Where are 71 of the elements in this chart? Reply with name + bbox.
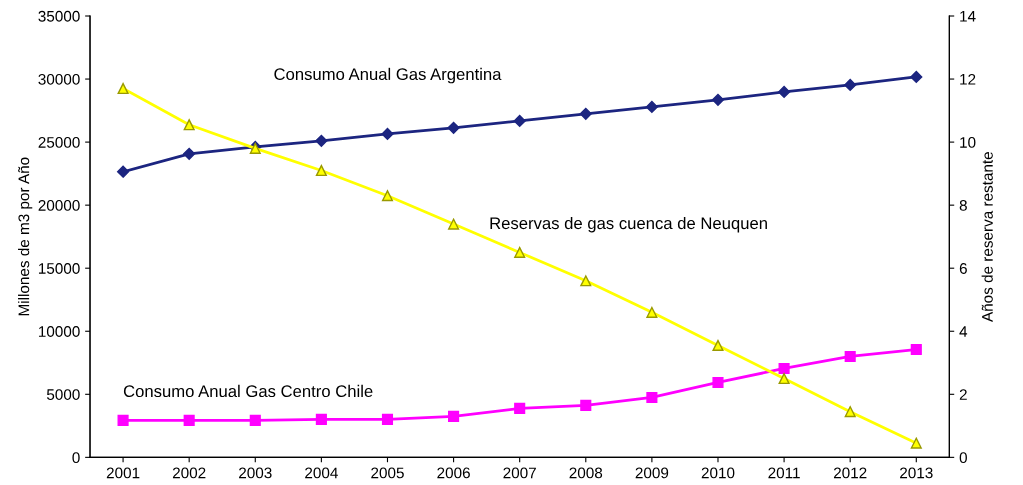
point — [183, 414, 195, 426]
point — [579, 107, 592, 120]
x-tick-label: 2008 — [569, 467, 603, 479]
series-label: Consumo Anual Gas Centro Chile — [123, 384, 373, 398]
y-axis-title: Millones de m3 por Año — [18, 157, 33, 316]
point — [712, 339, 724, 351]
point — [778, 372, 790, 385]
point — [183, 147, 196, 160]
x-tick-label: 2002 — [172, 467, 206, 479]
point — [315, 134, 328, 147]
point — [513, 114, 526, 128]
point — [249, 414, 261, 426]
x-tick-label: 2012 — [833, 467, 867, 479]
x-tick-label: 2010 — [701, 467, 735, 479]
text: Consumo Anual Gas Argentina — [274, 67, 502, 84]
y2-tick-label: 14 — [960, 11, 976, 22]
point — [448, 218, 460, 230]
point — [844, 78, 857, 92]
point — [844, 406, 856, 418]
point — [711, 93, 725, 106]
x-tick-label: 2001 — [106, 467, 140, 479]
point — [116, 165, 130, 178]
point — [315, 164, 327, 177]
point — [910, 437, 922, 449]
y2-axis-title: Años de reserva restante — [981, 152, 993, 322]
series-label: Reservas de gas cuenca de Neuquen — [490, 216, 767, 233]
y-tick-label: 30000 — [38, 73, 80, 85]
point — [381, 413, 394, 425]
x-tick-label: 2011 — [768, 467, 800, 479]
point — [381, 127, 394, 141]
point — [778, 362, 790, 375]
x-tick-label: 2005 — [371, 467, 404, 479]
y2-tick-label: 0 — [959, 452, 967, 464]
point — [910, 343, 922, 356]
point — [777, 85, 791, 99]
point — [117, 82, 129, 95]
y-tick-label: 5000 — [46, 389, 80, 400]
point — [117, 414, 129, 426]
point — [580, 399, 592, 411]
x-tick-label: 2013 — [900, 467, 933, 479]
y-tick-label: 15000 — [38, 263, 80, 274]
point — [646, 306, 658, 318]
x-tick-label: 2004 — [305, 467, 338, 479]
y-tick-label: 20000 — [38, 200, 80, 211]
x-tick-label: 2007 — [503, 467, 536, 479]
point — [910, 70, 923, 84]
y-tick-label: 35000 — [38, 10, 80, 22]
y2-tick-label: 6 — [959, 263, 967, 274]
point — [514, 402, 526, 414]
x-tick-label: 2003 — [239, 467, 272, 479]
y-tick-label: 25000 — [38, 136, 80, 148]
y-tick-label: 0 — [72, 452, 80, 464]
point — [183, 119, 195, 131]
point — [645, 100, 658, 114]
y2-tick-label: 10 — [960, 136, 976, 148]
point — [381, 190, 394, 202]
y2-tick-label: 2 — [959, 389, 967, 400]
point — [844, 350, 856, 363]
y-tick-label: 10000 — [38, 326, 80, 337]
x-tick-label: 2006 — [437, 467, 470, 479]
x-tick-label: 2009 — [635, 467, 669, 479]
y2-tick-label: 4 — [959, 326, 968, 337]
point — [646, 391, 658, 404]
point — [315, 413, 327, 425]
y2-tick-label: 12 — [960, 73, 976, 85]
point — [712, 376, 724, 389]
y2-tick-label: 8 — [959, 200, 967, 211]
point — [580, 275, 592, 287]
point — [514, 246, 526, 258]
point — [447, 121, 460, 134]
point — [448, 410, 460, 422]
